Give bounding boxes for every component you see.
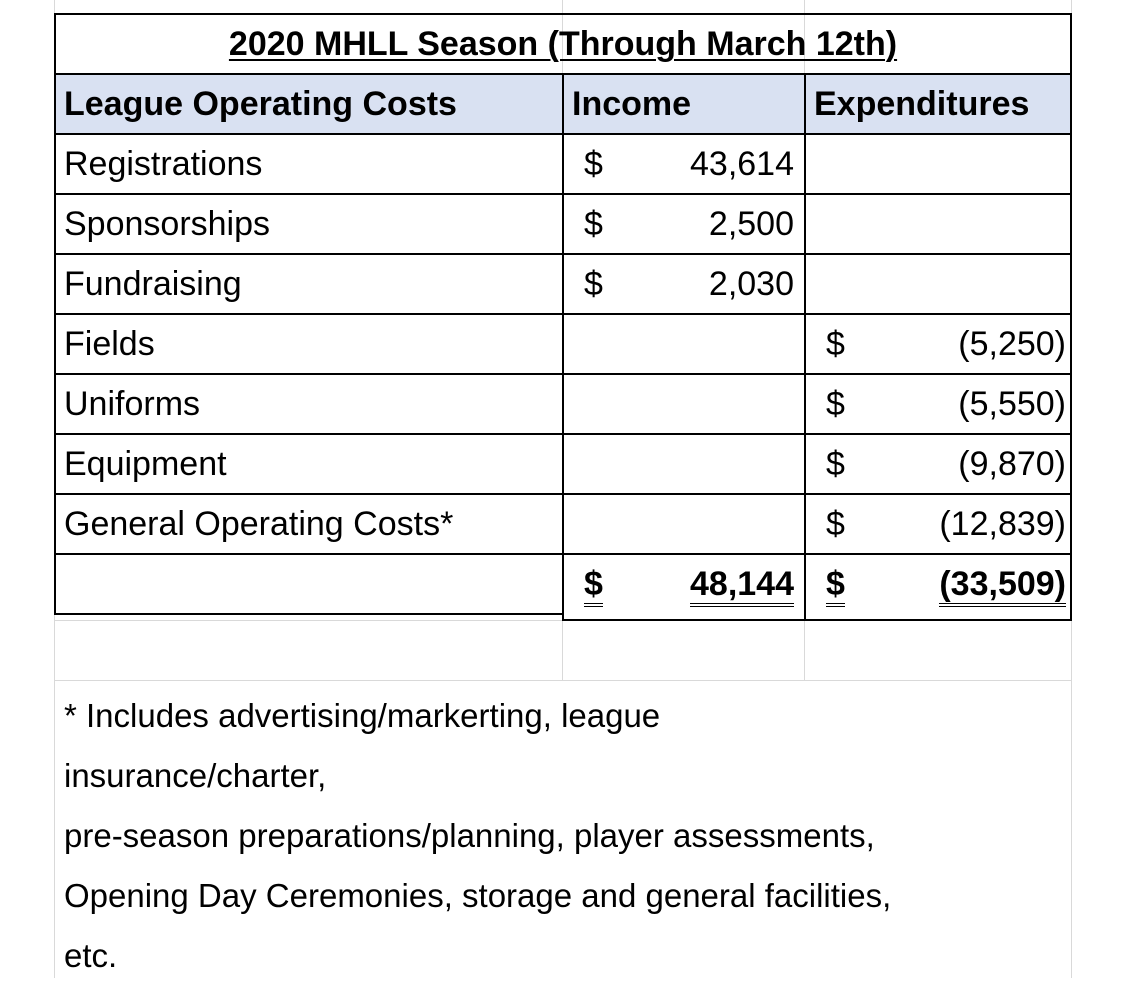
- income-value: 2,030: [708, 265, 794, 303]
- income-value: 2,500: [708, 205, 794, 243]
- income-cell[interactable]: [562, 433, 806, 495]
- total-expenditures-currency: $: [826, 567, 845, 607]
- row-label[interactable]: Registrations: [54, 133, 564, 195]
- income-currency: $: [584, 145, 603, 183]
- income-cell[interactable]: [562, 493, 806, 555]
- footnote-line: pre-season preparations/planning, player…: [64, 817, 875, 854]
- row-label[interactable]: Fundraising: [54, 253, 564, 315]
- header-income[interactable]: Income: [562, 73, 806, 135]
- footnote-line: Opening Day Ceremonies, storage and gene…: [64, 877, 892, 914]
- footnote[interactable]: * Includes advertising/markerting, leagu…: [60, 686, 1070, 986]
- expenditure-currency: $: [826, 325, 845, 363]
- expenditure-cell[interactable]: $ (12,839): [804, 493, 1072, 555]
- gridline: [54, 680, 1072, 681]
- income-cell[interactable]: [562, 373, 806, 435]
- expenditure-cell[interactable]: $ (9,870): [804, 433, 1072, 495]
- row-label[interactable]: Fields: [54, 313, 564, 375]
- header-expenditures[interactable]: Expenditures: [804, 73, 1072, 135]
- expenditure-cell[interactable]: $ (5,550): [804, 373, 1072, 435]
- total-income-value: 48,144: [690, 567, 794, 607]
- expenditure-cell[interactable]: [804, 133, 1072, 195]
- header-league-operating-costs[interactable]: League Operating Costs: [54, 73, 564, 135]
- expenditure-value: (5,250): [958, 325, 1066, 363]
- income-cell[interactable]: $ 2,500: [562, 193, 806, 255]
- row-label[interactable]: Uniforms: [54, 373, 564, 435]
- row-label[interactable]: General Operating Costs*: [54, 493, 564, 555]
- footnote-line: insurance/charter,: [64, 757, 327, 794]
- expenditure-cell[interactable]: $ (5,250): [804, 313, 1072, 375]
- total-expenditures-cell[interactable]: $ (33,509): [804, 553, 1072, 621]
- footnote-line: etc.: [64, 937, 118, 974]
- table-title[interactable]: 2020 MHLL Season (Through March 12th): [54, 13, 1072, 75]
- totals-label-cell[interactable]: [54, 553, 564, 615]
- total-expenditures-value: (33,509): [939, 567, 1066, 607]
- expenditure-currency: $: [826, 385, 845, 423]
- expenditure-currency: $: [826, 505, 845, 543]
- expenditure-cell[interactable]: [804, 193, 1072, 255]
- income-currency: $: [584, 265, 603, 303]
- expenditure-value: (9,870): [958, 445, 1066, 483]
- row-label[interactable]: Equipment: [54, 433, 564, 495]
- expenditure-cell[interactable]: [804, 253, 1072, 315]
- income-cell[interactable]: $ 43,614: [562, 133, 806, 195]
- total-income-currency: $: [584, 567, 603, 607]
- income-cell[interactable]: [562, 313, 806, 375]
- expenditure-value: (12,839): [939, 505, 1066, 543]
- expenditure-value: (5,550): [958, 385, 1066, 423]
- total-income-cell[interactable]: $ 48,144: [562, 553, 806, 621]
- row-label[interactable]: Sponsorships: [54, 193, 564, 255]
- table-title-text: 2020 MHLL Season (Through March 12th): [228, 25, 898, 63]
- income-currency: $: [584, 205, 603, 243]
- income-value: 43,614: [690, 145, 794, 183]
- expenditure-currency: $: [826, 445, 845, 483]
- income-cell[interactable]: $ 2,030: [562, 253, 806, 315]
- footnote-line: * Includes advertising/markerting, leagu…: [64, 697, 661, 734]
